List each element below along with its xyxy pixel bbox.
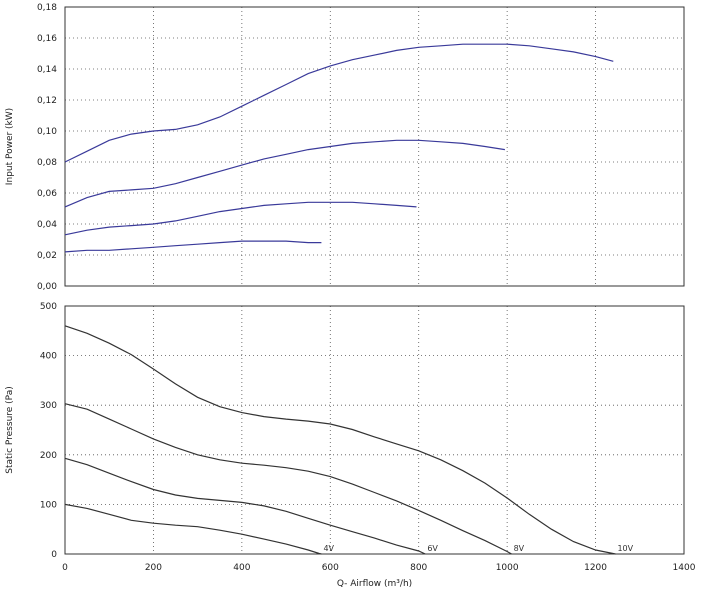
x-tick-label: 200 — [145, 563, 162, 573]
series-line — [64, 403, 512, 555]
series-line — [64, 503, 322, 555]
y-tick-label: 0 — [51, 550, 57, 560]
y-axis-title: Input Power (kW) — [5, 108, 15, 185]
y-tick-label: 200 — [40, 451, 57, 461]
series-line — [64, 201, 417, 236]
series-label: 10V — [617, 544, 633, 553]
y-axis-title: Static Pressure (Pa) — [5, 386, 15, 473]
x-tick-label: 600 — [322, 563, 339, 573]
x-tick-label: 1400 — [673, 563, 696, 573]
x-axis-title: Q- Airflow (m³/h) — [337, 579, 412, 589]
series-line — [64, 325, 616, 555]
x-tick-label: 400 — [233, 563, 250, 573]
x-tick-label: 0 — [62, 563, 68, 573]
static-pressure-panel: 0 200 400 600 800 1000 1200 1400 0 100 200 300 400 50… — [5, 302, 696, 589]
series-line — [64, 139, 505, 208]
series-line — [64, 240, 322, 253]
y-tick-label: 0,04 — [37, 220, 57, 230]
plot-frame — [64, 6, 685, 287]
y-tick-label: 500 — [40, 302, 57, 312]
series-label: 4V — [323, 544, 334, 553]
plot-frame — [64, 305, 685, 555]
x-tick-label: 800 — [410, 563, 427, 573]
x-tick-label: 1200 — [584, 563, 607, 573]
y-tick-label: 0,00 — [37, 282, 57, 292]
series-label: 8V — [514, 544, 525, 553]
y-tick-label: 0,06 — [37, 189, 57, 199]
y-tick-label: 0,12 — [37, 96, 57, 106]
y-tick-label: 0,02 — [37, 251, 57, 261]
y-tick-label: 0,14 — [37, 65, 57, 75]
y-tick-label: 100 — [40, 500, 57, 510]
y-tick-label: 300 — [40, 401, 57, 411]
y-tick-label: 400 — [40, 352, 57, 362]
series-label: 6V — [427, 544, 438, 553]
y-tick-label: 0,08 — [37, 158, 57, 168]
series-line — [64, 43, 614, 163]
input-power-panel: 0,00 0,02 0,04 0,06 0,08 0,10 0,12 0,14 0,16 0,18… — [5, 3, 685, 292]
series-line — [64, 457, 426, 555]
y-tick-label: 0,18 — [37, 3, 57, 13]
y-tick-label: 0,10 — [37, 127, 57, 137]
y-tick-label: 0,16 — [37, 34, 57, 44]
x-tick-label: 1000 — [496, 563, 519, 573]
